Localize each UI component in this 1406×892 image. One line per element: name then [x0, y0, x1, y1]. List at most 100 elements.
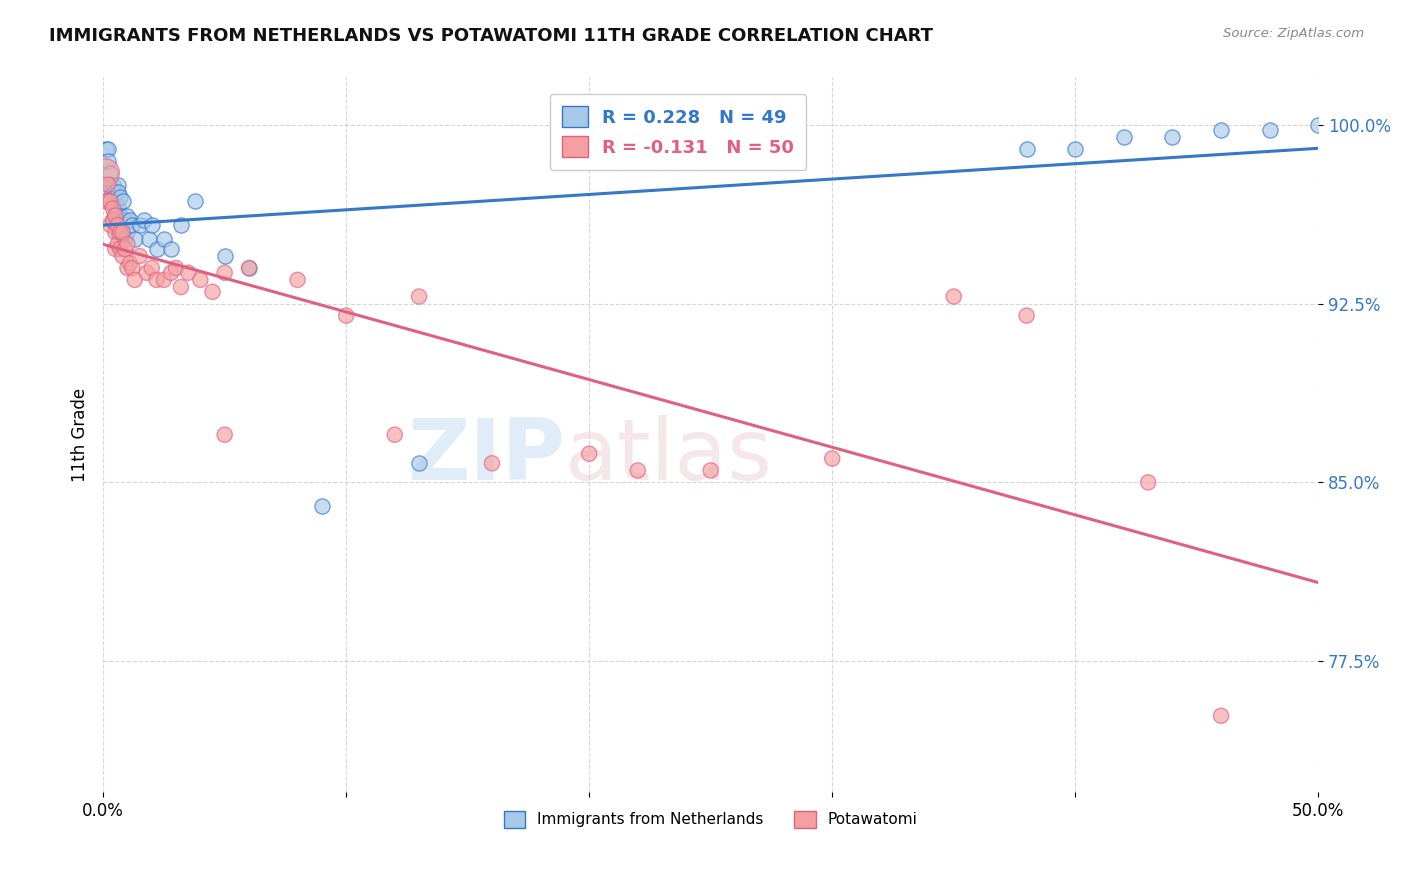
Point [578, 447, 600, 461]
Point [287, 273, 309, 287]
Point [117, 237, 139, 252]
Point [138, 232, 160, 246]
Point [104, 194, 127, 209]
Point [145, 242, 167, 256]
Point [121, 218, 143, 232]
Point [214, 249, 236, 263]
Point [111, 218, 134, 232]
Point [201, 285, 224, 299]
Y-axis label: 11th Grade: 11th Grade [72, 388, 89, 482]
Point [1258, 123, 1281, 137]
Point [188, 273, 211, 287]
Legend: Immigrants from Netherlands, Potawatomi: Immigrants from Netherlands, Potawatomi [498, 805, 924, 834]
Point [107, 202, 129, 216]
Point [408, 289, 430, 303]
Point [124, 273, 146, 287]
Point [107, 237, 129, 252]
Point [108, 242, 131, 256]
Point [335, 309, 357, 323]
Point [124, 232, 146, 246]
Point [627, 463, 650, 477]
Point [107, 185, 129, 199]
Point [117, 225, 139, 239]
Point [238, 260, 260, 275]
Point [184, 194, 207, 209]
Point [311, 499, 333, 513]
Point [108, 225, 131, 239]
Point [118, 256, 141, 270]
Point [111, 225, 134, 239]
Point [238, 260, 260, 275]
Point [165, 260, 187, 275]
Point [1209, 123, 1232, 137]
Point [170, 218, 193, 232]
Point [100, 194, 122, 209]
Point [97, 194, 120, 209]
Point [1112, 130, 1135, 145]
Point [128, 218, 150, 232]
Point [1209, 708, 1232, 723]
Point [1015, 309, 1038, 323]
Point [104, 242, 127, 256]
Point [101, 194, 124, 209]
Point [153, 232, 176, 246]
Point [94, 166, 117, 180]
Point [104, 202, 127, 216]
Point [100, 189, 122, 203]
Point [121, 260, 143, 275]
Point [107, 178, 129, 192]
Text: atlas: atlas [565, 415, 773, 498]
Point [141, 218, 163, 232]
Point [214, 427, 236, 442]
Point [145, 273, 167, 287]
Point [821, 451, 844, 466]
Point [481, 456, 503, 470]
Point [111, 249, 134, 263]
Point [94, 194, 117, 209]
Point [1161, 130, 1184, 145]
Point [108, 225, 131, 239]
Point [94, 142, 117, 156]
Point [97, 142, 120, 156]
Point [107, 218, 129, 232]
Point [135, 266, 157, 280]
Point [104, 225, 127, 239]
Point [1137, 475, 1160, 490]
Point [108, 189, 131, 203]
Point [408, 456, 430, 470]
Point [100, 218, 122, 232]
Point [134, 213, 156, 227]
Text: Source: ZipAtlas.com: Source: ZipAtlas.com [1223, 27, 1364, 40]
Point [117, 209, 139, 223]
Point [114, 242, 136, 256]
Point [384, 427, 406, 442]
Point [177, 266, 200, 280]
Point [101, 213, 124, 227]
Point [128, 249, 150, 263]
Point [942, 289, 965, 303]
Point [107, 225, 129, 239]
Point [1308, 118, 1330, 132]
Point [160, 242, 183, 256]
Point [104, 218, 127, 232]
Text: ZIP: ZIP [408, 415, 565, 498]
Point [160, 266, 183, 280]
Point [170, 280, 193, 294]
Text: IMMIGRANTS FROM NETHERLANDS VS POTAWATOMI 11TH GRADE CORRELATION CHART: IMMIGRANTS FROM NETHERLANDS VS POTAWATOM… [49, 27, 934, 45]
Point [97, 178, 120, 192]
Point [118, 213, 141, 227]
Point [108, 209, 131, 223]
Point [117, 260, 139, 275]
Point [100, 178, 122, 192]
Point [141, 260, 163, 275]
Point [114, 232, 136, 246]
Point [111, 194, 134, 209]
Point [104, 185, 127, 199]
Point [104, 209, 127, 223]
Point [1015, 142, 1038, 156]
Point [100, 166, 122, 180]
Point [114, 213, 136, 227]
Point [101, 178, 124, 192]
Point [1064, 142, 1087, 156]
Point [699, 463, 721, 477]
